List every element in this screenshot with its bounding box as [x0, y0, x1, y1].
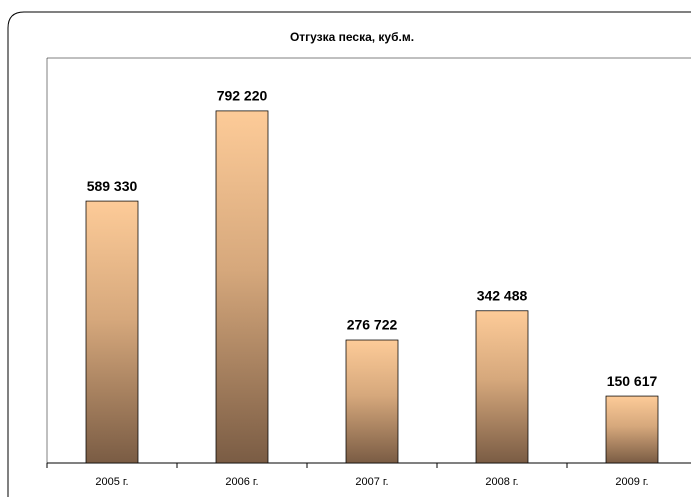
data-label: 150 617 [607, 373, 658, 389]
bar [475, 310, 529, 464]
x-tick-label: 2008 г. [485, 476, 518, 488]
bar [85, 200, 139, 464]
chart-title: Отгузка песка, куб.м. [290, 30, 414, 44]
data-label: 276 722 [347, 317, 398, 333]
data-label: 589 330 [87, 178, 138, 194]
data-label: 792 220 [217, 88, 268, 104]
x-tick-label: 2009 г. [615, 476, 648, 488]
x-tick-label: 2007 г. [355, 476, 388, 488]
bar [345, 339, 399, 464]
chart-border [7, 11, 691, 497]
bar [605, 395, 659, 464]
x-tick-label: 2006 г. [225, 476, 258, 488]
bar [215, 110, 269, 464]
data-label: 342 488 [477, 287, 528, 303]
x-tick-label: 2005 г. [95, 476, 128, 488]
